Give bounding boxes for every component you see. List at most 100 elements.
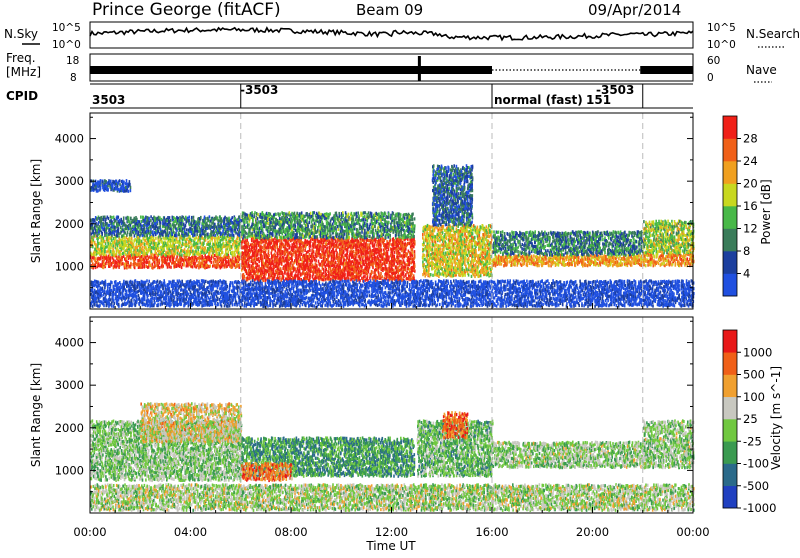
power-cell-4: [296, 260, 298, 263]
power-cell-4: [394, 239, 396, 242]
power-cell-4: [273, 271, 275, 274]
power-cell-1: [142, 246, 144, 249]
power-cell-1: [228, 251, 230, 254]
power-cell-4: [258, 257, 260, 260]
power-cell-5: [257, 213, 259, 216]
power-cell-5: [252, 219, 254, 222]
power-cell-2: [113, 216, 115, 219]
power-cell-3: [129, 180, 131, 183]
power-cell-2: [105, 218, 107, 221]
power-cell-1: [151, 238, 153, 241]
power-cell-4: [250, 243, 252, 246]
power-cell-2: [150, 225, 152, 228]
power-cell-2: [183, 216, 185, 219]
power-cell-5: [265, 225, 267, 228]
power-cell-2: [164, 216, 166, 219]
power-cell-5: [266, 212, 268, 215]
nave-tick-top: 60: [707, 55, 720, 67]
power-cell-4: [261, 266, 263, 269]
power-cell-2: [183, 223, 185, 226]
power-cell-4: [291, 271, 293, 274]
power-cell-4: [327, 246, 329, 249]
power-cell-4: [249, 267, 251, 270]
power-cell-1: [111, 244, 113, 247]
power-cell-4: [315, 259, 317, 262]
power-cell-4: [276, 242, 278, 245]
power-cell-4: [369, 258, 371, 261]
power-cell-1: [94, 253, 96, 256]
power-cell-4: [301, 249, 303, 252]
power-cell-4: [409, 261, 411, 264]
power-cell-4: [249, 264, 251, 267]
power-cell-0: [142, 265, 144, 268]
power-cell-5: [244, 235, 246, 238]
power-cell-4: [349, 245, 351, 248]
power-cell-0: [213, 261, 215, 264]
power-cell-4: [323, 245, 325, 248]
power-cell-1: [198, 246, 200, 249]
power-cell-0: [145, 265, 147, 268]
noise-left-tick-top: 10^5: [52, 22, 81, 34]
power-cell-0: [229, 256, 231, 259]
power-cell-4: [309, 274, 311, 277]
power-cell-4: [405, 268, 407, 271]
power-cell-4: [279, 239, 281, 242]
freq-tick-bottom: 8: [70, 72, 77, 84]
power-cell-2: [161, 218, 163, 221]
power-cell-2: [94, 219, 96, 222]
power-cell-2: [167, 232, 169, 235]
power-cell-2: [185, 224, 187, 227]
power-cell-2: [207, 233, 209, 236]
power-cell-1: [145, 246, 147, 249]
power-cell-4: [380, 263, 382, 266]
noise-sky-label: N.Sky: [4, 27, 38, 41]
power-cell-5: [260, 213, 262, 216]
power-cell-1: [153, 247, 155, 250]
power-cell-0: [148, 256, 150, 259]
power-cell-4: [244, 275, 246, 278]
power-cell-0: [226, 260, 228, 263]
power-cell-4: [253, 267, 255, 270]
power-cell-4: [256, 263, 258, 266]
power-cell-2: [208, 219, 210, 222]
power-cell-2: [205, 217, 207, 220]
power-cell-2: [165, 227, 167, 230]
power-cell-4: [409, 242, 411, 245]
power-cell-4: [302, 260, 304, 263]
power-cell-1: [139, 253, 141, 256]
power-cell-4: [325, 278, 327, 281]
power-cell-2: [143, 216, 145, 219]
power-cell-2: [181, 226, 183, 229]
power-cell-2: [101, 233, 103, 236]
power-cell-2: [159, 216, 161, 219]
power-cell-4: [309, 248, 311, 251]
power-cell-1: [193, 243, 195, 246]
power-cell-0: [199, 259, 201, 262]
power-cell-4: [277, 257, 279, 260]
power-cell-3: [128, 190, 130, 193]
power-cell-4: [378, 271, 380, 274]
power-cell-4: [250, 256, 252, 259]
power-cell-4: [268, 250, 270, 253]
power-cell-4: [302, 248, 304, 251]
power-cell-5: [291, 228, 293, 231]
power-cell-2: [148, 217, 150, 220]
power-cell-4: [268, 254, 270, 257]
power-cell-4: [363, 275, 365, 278]
power-cell-1: [157, 254, 159, 257]
power-cell-4: [318, 260, 320, 263]
power-cell-2: [204, 233, 206, 236]
power-cell-4: [339, 266, 341, 269]
power-cell-1: [97, 251, 99, 254]
power-cell-1: [111, 238, 113, 241]
power-cell-0: [98, 262, 100, 265]
power-cell-2: [100, 216, 102, 219]
power-cell-2: [118, 227, 120, 230]
power-cell-5: [279, 217, 281, 220]
power-cell-5: [287, 221, 289, 224]
power-cell-4: [306, 251, 308, 254]
power-cell-2: [191, 216, 193, 219]
power-cell-2: [111, 234, 113, 237]
power-cell-5: [272, 234, 274, 237]
power-cell-4: [261, 250, 263, 253]
